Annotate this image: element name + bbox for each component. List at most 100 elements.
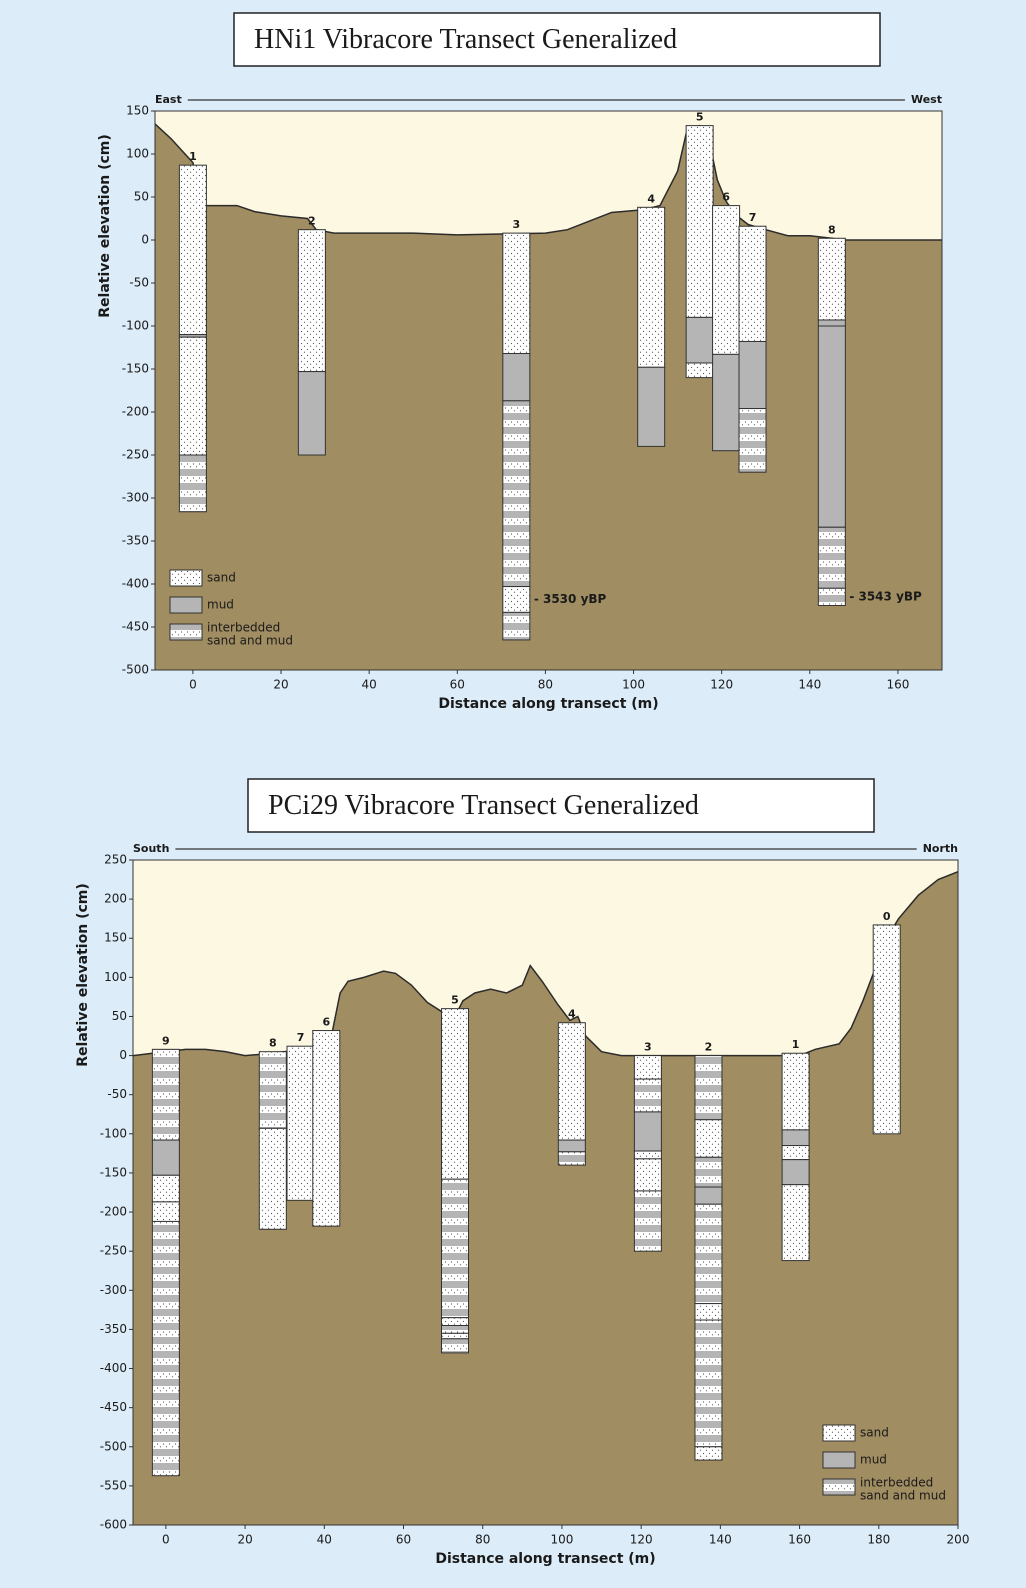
y-tick-label: -500 xyxy=(100,1439,127,1453)
x-axis-label: Distance along transect (m) xyxy=(435,1551,655,1567)
date-annotation: - 3543 yBP xyxy=(849,589,922,603)
plot-frame xyxy=(132,859,959,1526)
y-tick-label: -250 xyxy=(122,448,149,462)
core-layer xyxy=(817,319,846,327)
x-tick-label: 80 xyxy=(538,678,553,692)
core-layer xyxy=(151,1139,180,1176)
core-layer xyxy=(694,1055,723,1121)
y-tick-label: -400 xyxy=(122,577,149,591)
core-layer xyxy=(258,1051,287,1129)
x-tick-label: 40 xyxy=(317,1533,332,1547)
direction-label: East xyxy=(155,93,182,106)
core-layer xyxy=(694,1446,723,1461)
y-tick-label: -200 xyxy=(122,405,149,419)
legend-swatch xyxy=(822,1424,856,1442)
title-box xyxy=(247,778,875,833)
core-layer xyxy=(738,408,767,473)
y-tick-label: 50 xyxy=(112,1009,127,1023)
core-layer xyxy=(738,225,767,342)
x-tick-label: 100 xyxy=(550,1533,573,1547)
direction-label: North xyxy=(923,842,958,855)
core-name: 5 xyxy=(696,111,704,124)
core-layer xyxy=(297,371,326,456)
core-name: 3 xyxy=(513,218,521,231)
core-layer xyxy=(781,1184,810,1262)
core-layer xyxy=(633,1111,662,1152)
core-layer xyxy=(685,316,714,364)
core-name: 4 xyxy=(568,1008,576,1021)
core-name: 1 xyxy=(189,150,197,163)
core-layer xyxy=(557,1139,586,1153)
x-tick-label: 180 xyxy=(867,1533,890,1547)
x-tick-label: 120 xyxy=(630,1533,653,1547)
direction-label: West xyxy=(911,93,942,106)
core-layer xyxy=(440,1332,469,1340)
core-layer xyxy=(502,400,531,588)
core-layer xyxy=(178,336,207,456)
core-layer xyxy=(440,1178,469,1319)
chart: PCi29 Vibracore Transect Generalized 9 8 7 6… xyxy=(75,778,970,1567)
core-layer xyxy=(440,1317,469,1327)
x-tick-label: 0 xyxy=(162,1533,170,1547)
core-layer xyxy=(440,1008,469,1180)
core-name: 8 xyxy=(269,1037,277,1050)
legend-swatch xyxy=(822,1451,856,1469)
y-tick-label: 0 xyxy=(141,233,149,247)
core-layer xyxy=(633,1190,662,1252)
core-layer xyxy=(297,229,326,373)
core-layer xyxy=(151,1201,180,1222)
core-layer xyxy=(502,353,531,402)
legend-label: mud xyxy=(860,1453,887,1467)
core-layer xyxy=(637,206,666,368)
y-tick-label: 50 xyxy=(134,190,149,204)
core-name: 8 xyxy=(828,223,836,236)
core-layer xyxy=(633,1078,662,1113)
core-layer xyxy=(178,164,207,336)
core-layer xyxy=(817,325,846,528)
y-tick-label: 0 xyxy=(119,1048,127,1062)
x-tick-label: 60 xyxy=(450,678,465,692)
y-tick-label: -300 xyxy=(122,491,149,505)
core-layer xyxy=(502,611,531,641)
core-layer xyxy=(694,1319,723,1448)
core-layer xyxy=(685,362,714,379)
core-layer xyxy=(178,454,207,513)
y-tick-label: -350 xyxy=(122,534,149,548)
y-tick-label: 200 xyxy=(104,892,127,906)
core-name: 3 xyxy=(644,1041,652,1054)
core-layer xyxy=(312,1030,341,1227)
core-layer xyxy=(781,1159,810,1186)
core-layer xyxy=(637,366,666,447)
core-name: 4 xyxy=(647,192,655,205)
core-layer xyxy=(633,1055,662,1080)
legend-label: sand xyxy=(207,571,236,585)
y-tick-label: -550 xyxy=(100,1478,127,1492)
legend-swatch xyxy=(822,1478,856,1496)
core-name: 1 xyxy=(792,1038,800,1051)
y-tick-label: 100 xyxy=(126,147,149,161)
chart-title: PCi29 Vibracore Transect Generalized xyxy=(268,790,699,821)
y-tick-label: 150 xyxy=(126,104,149,118)
y-tick-label: 150 xyxy=(104,931,127,945)
core-layer xyxy=(633,1158,662,1192)
date-annotation: - 3530 yBP xyxy=(534,592,607,606)
core-name: 2 xyxy=(705,1041,713,1054)
core-layer xyxy=(151,1220,180,1477)
x-tick-label: 140 xyxy=(709,1533,732,1547)
core-layer xyxy=(694,1186,723,1205)
core-name: 6 xyxy=(722,191,730,204)
legend-label: interbedded xyxy=(860,1476,933,1490)
y-tick-label: 250 xyxy=(104,853,127,867)
core-layer xyxy=(781,1145,810,1161)
core-name: 7 xyxy=(749,211,757,224)
x-tick-label: 40 xyxy=(362,678,377,692)
x-tick-label: 20 xyxy=(237,1533,252,1547)
core-name: 6 xyxy=(322,1016,330,1029)
x-tick-label: 200 xyxy=(947,1533,970,1547)
y-tick-label: -150 xyxy=(100,1165,127,1179)
core-name: 7 xyxy=(297,1031,305,1044)
core-layer xyxy=(151,1174,180,1203)
core-layer xyxy=(694,1119,723,1158)
core-name: 2 xyxy=(308,215,316,228)
y-axis-label: Relative elevation (cm) xyxy=(97,134,113,318)
